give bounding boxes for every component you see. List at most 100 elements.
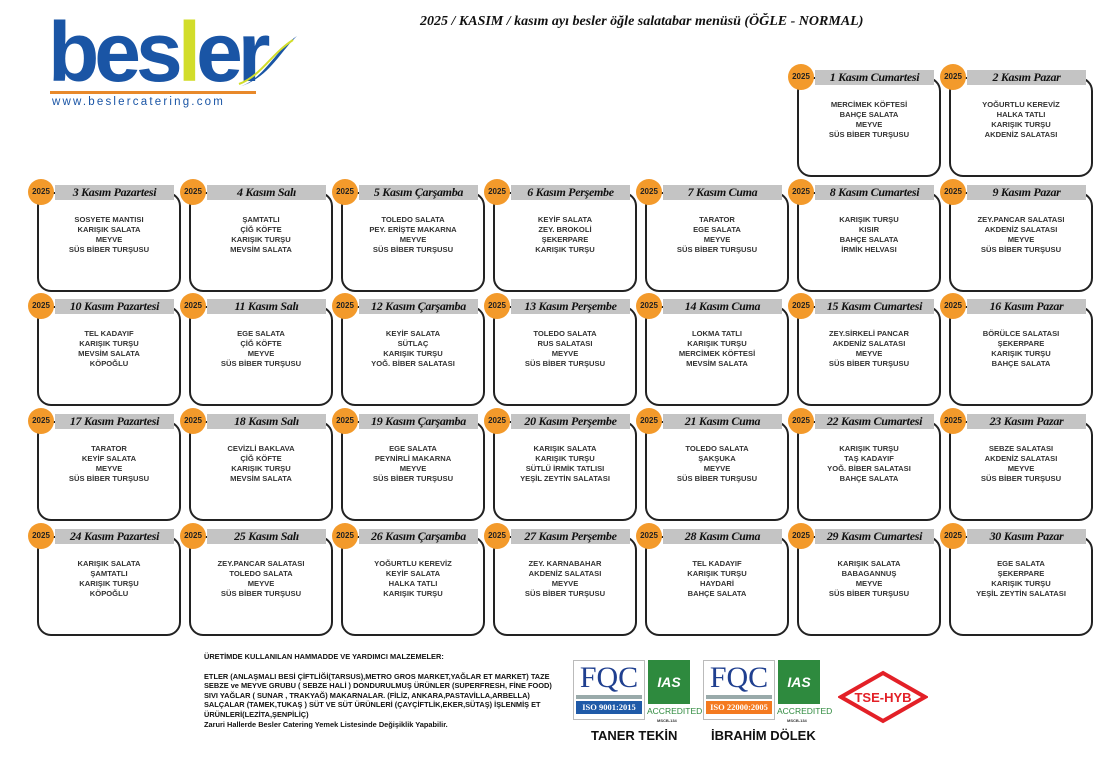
year-badge: 2025 bbox=[28, 293, 54, 319]
day-card: 26 Kasım Çarşamba 2025 YOĞURTLU KEREVİZ KEY… bbox=[332, 523, 485, 638]
day-card: 23 Kasım Pazar 2025 SEBZE SALATASI AKDENİZ … bbox=[940, 408, 1093, 523]
day-title: 9 Kasım Pazar bbox=[967, 185, 1086, 200]
day-box bbox=[645, 192, 789, 292]
accredited-label: ACCREDITED bbox=[647, 706, 703, 716]
day-card: 13 Kasım Perşembe 2025 TOLEDO SALATA RUS SA… bbox=[484, 293, 637, 408]
year-badge: 2025 bbox=[28, 408, 54, 434]
day-title: 14 Kasım Cuma bbox=[663, 299, 782, 314]
day-title: 3 Kasım Pazartesi bbox=[55, 185, 174, 200]
day-card: 16 Kasım Pazar 2025 BÖRÜLCE SALATASI ŞEKERP… bbox=[940, 293, 1093, 408]
day-card: 29 Kasım Cumartesi 2025 KARIŞIK SALATA BABA… bbox=[788, 523, 941, 638]
day-box bbox=[645, 306, 789, 406]
menu-item: İRMİK HELVASI bbox=[841, 245, 897, 254]
materials-body: ETLER (ANLAŞMALI BESİ ÇİFTLİĞİ(TARSUS),M… bbox=[204, 671, 552, 719]
day-title: 25 Kasım Salı bbox=[207, 529, 326, 544]
menu-items: ŞAMTATLI ÇİĞ KÖFTE KARIŞIK TURŞU MEVSİM SAL… bbox=[189, 215, 333, 255]
menu-item: KARIŞIK TURŞU bbox=[839, 215, 899, 224]
menu-item: KARIŞIK TURŞU bbox=[231, 464, 291, 473]
menu-item: AKDENİZ SALATASI bbox=[984, 225, 1058, 234]
menu-item: SÜTLÜ İRMİK TATLISI bbox=[525, 464, 605, 473]
day-title: 11 Kasım Salı bbox=[207, 299, 326, 314]
accreditation-code: MSCB-134 bbox=[657, 718, 677, 723]
menu-item: KISIR bbox=[858, 225, 880, 234]
day-card: 28 Kasım Cuma 2025 TEL KADAYIF KARIŞIK TURŞ… bbox=[636, 523, 789, 638]
menu-items: ZEY.PANCAR SALATASI AKDENİZ SALATASI MEYVE… bbox=[949, 215, 1093, 255]
menu-item: KARIŞIK TURŞU bbox=[79, 339, 139, 348]
day-title: 23 Kasım Pazar bbox=[967, 414, 1086, 429]
menu-items: EGE SALATA ÇİĞ KÖFTE MEYVE SÜS BİBER TURŞUS… bbox=[189, 329, 333, 369]
menu-item: SÜS BİBER TURŞUSU bbox=[828, 589, 910, 598]
menu-item: EGE SALATA bbox=[997, 559, 1045, 568]
fqc-strip bbox=[576, 695, 642, 699]
menu-item: TEL KADAYIF bbox=[692, 559, 742, 568]
menu-items: TEL KADAYIF KARIŞIK TURŞU HAYDARİ BAHÇE SAL… bbox=[645, 559, 789, 599]
menu-item: KARIŞIK TURŞU bbox=[991, 120, 1051, 129]
day-box bbox=[37, 536, 181, 636]
menu-items: SEBZE SALATASI AKDENİZ SALATASI MEYVE SÜS B… bbox=[949, 444, 1093, 484]
menu-item: MEYVE bbox=[855, 579, 883, 588]
day-card: 30 Kasım Pazar 2025 EGE SALATA ŞEKERPARE KAR… bbox=[940, 523, 1093, 638]
day-title: 17 Kasım Pazartesi bbox=[55, 414, 174, 429]
logo-wordmark: besler bbox=[48, 5, 270, 99]
year-badge: 2025 bbox=[788, 408, 814, 434]
day-card: 7 Kasım Cuma 2025 TARATOR EGE SALATA MEYVE SÜ… bbox=[636, 179, 789, 294]
menu-item: SÜTLAÇ bbox=[397, 339, 429, 348]
day-box bbox=[341, 536, 485, 636]
year-badge: 2025 bbox=[332, 408, 358, 434]
day-title: 24 Kasım Pazartesi bbox=[55, 529, 174, 544]
menu-item: SÜS BİBER TURŞUSU bbox=[524, 359, 606, 368]
menu-item: SÜS BİBER TURŞUSU bbox=[828, 130, 910, 139]
menu-items: CEVİZLİ BAKLAVA ÇİĞ KÖFTE KARIŞIK TURŞU MEV… bbox=[189, 444, 333, 484]
menu-item: KARIŞIK TURŞU bbox=[991, 349, 1051, 358]
menu-item: ÇİĞ KÖFTE bbox=[240, 339, 282, 348]
menu-item: ZEY. BROKOLİ bbox=[538, 225, 592, 234]
menu-item: KARIŞIK SALATA bbox=[533, 444, 597, 453]
day-title: 16 Kasım Pazar bbox=[967, 299, 1086, 314]
menu-item: BÖRÜLCE SALATASI bbox=[982, 329, 1060, 338]
day-card: 27 Kasım Perşembe 2025 ZEY. KARNABAHAR AKDE… bbox=[484, 523, 637, 638]
menu-item: SÜS BİBER TURŞUSU bbox=[676, 474, 758, 483]
signatory-name: TANER TEKİN bbox=[591, 728, 678, 743]
day-title: 15 Kasım Cumartesi bbox=[815, 299, 934, 314]
menu-item: RUS SALATASI bbox=[537, 339, 593, 348]
menu-item: TARATOR bbox=[91, 444, 127, 453]
menu-item: MERCİMEK KÖFTESİ bbox=[678, 349, 756, 358]
menu-item: KÖPOĞLU bbox=[89, 359, 129, 368]
menu-item: BAHÇE SALATA bbox=[839, 474, 899, 483]
menu-item: KARIŞIK TURŞU bbox=[687, 569, 747, 578]
menu-item: YOĞ. BİBER SALATASI bbox=[827, 464, 911, 473]
accreditation-code: MSCB-134 bbox=[787, 718, 807, 723]
day-box bbox=[493, 306, 637, 406]
menu-item: TEL KADAYIF bbox=[84, 329, 134, 338]
ias-logo: IAS bbox=[648, 660, 690, 704]
menu-items: MERCİMEK KÖFTESİ BAHÇE SALATA MEYVE SÜS BİB… bbox=[797, 100, 941, 140]
menu-item: KEYİF SALATA bbox=[385, 569, 441, 578]
day-title: 19 Kasım Çarşamba bbox=[359, 414, 478, 429]
day-title: 20 Kasım Perşembe bbox=[511, 414, 630, 429]
menu-item: MEYVE bbox=[1007, 235, 1035, 244]
menu-item: SÜS BİBER TURŞUSU bbox=[372, 245, 454, 254]
menu-items: KARIŞIK SALATA ŞAMTATLI KARIŞIK TURŞU KÖPOĞ… bbox=[37, 559, 181, 599]
day-box bbox=[493, 536, 637, 636]
day-title: 27 Kasım Perşembe bbox=[511, 529, 630, 544]
day-card: 1 Kasım Cumartesi 2025 MERCİMEK KÖFTESİ BAH… bbox=[788, 64, 941, 179]
menu-item: KARIŞIK SALATA bbox=[837, 559, 901, 568]
menu-items: TOLEDO SALATA ŞAKŞUKA MEYVE SÜS BİBER TURŞU… bbox=[645, 444, 789, 484]
year-badge: 2025 bbox=[28, 179, 54, 205]
menu-item: SOSYETE MANTISI bbox=[74, 215, 144, 224]
year-badge: 2025 bbox=[636, 179, 662, 205]
day-card: 19 Kasım Çarşamba 2025 EGE SALATA PEYNİRLİ … bbox=[332, 408, 485, 523]
menu-item: ÇİĞ KÖFTE bbox=[240, 225, 282, 234]
day-title: 4 Kasım Salı bbox=[207, 185, 326, 200]
day-card: 6 Kasım Perşembe 2025 KEYİF SALATA ZEY. BRO… bbox=[484, 179, 637, 294]
day-card: 14 Kasım Cuma 2025 LOKMA TATLI KARIŞIK TURŞ… bbox=[636, 293, 789, 408]
day-box bbox=[189, 192, 333, 292]
menu-item: SÜS BİBER TURŞUSU bbox=[524, 589, 606, 598]
menu-item: SÜS BİBER TURŞUSU bbox=[220, 359, 302, 368]
day-title: 8 Kasım Cumartesi bbox=[815, 185, 934, 200]
menu-item: MEYVE bbox=[95, 464, 123, 473]
menu-item: MEYVE bbox=[1007, 464, 1035, 473]
day-card: 18 Kasım Salı 2025 CEVİZLİ BAKLAVA ÇİĞ KÖFT… bbox=[180, 408, 333, 523]
menu-item: ZEY.PANCAR SALATASI bbox=[977, 215, 1065, 224]
day-card: 21 Kasım Cuma 2025 TOLEDO SALATA ŞAKŞUKA MEY… bbox=[636, 408, 789, 523]
